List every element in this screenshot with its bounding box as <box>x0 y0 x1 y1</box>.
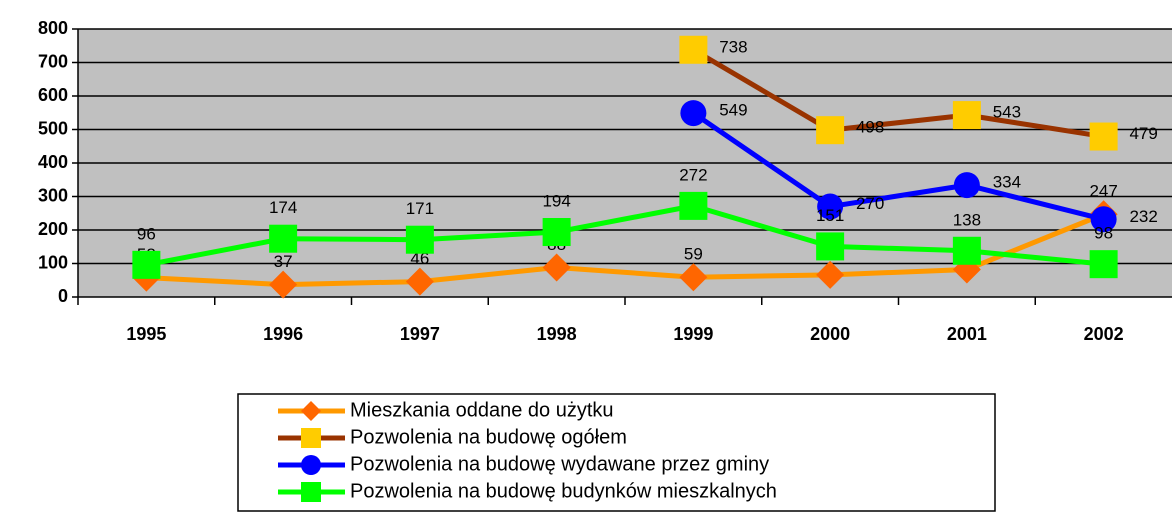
y-tick-label: 300 <box>38 185 68 205</box>
point <box>1090 206 1117 233</box>
value-label: 272 <box>679 165 707 184</box>
point <box>405 225 434 254</box>
legend-label: Mieszkania oddane do użytku <box>350 399 614 421</box>
series-line <box>691 111 1105 222</box>
series-line <box>146 211 1105 288</box>
legend-marker <box>301 455 321 475</box>
y-tick-label: 400 <box>38 152 68 172</box>
point <box>816 260 845 289</box>
point <box>817 193 844 220</box>
value-label: 549 <box>719 101 747 120</box>
value-label: 247 <box>1089 182 1117 201</box>
value-label: 194 <box>542 191 570 210</box>
value-label: 479 <box>1129 124 1157 143</box>
point <box>269 270 298 299</box>
point <box>132 250 161 279</box>
point <box>816 116 845 145</box>
x-tick-label: 1999 <box>673 324 713 344</box>
value-label: 498 <box>856 118 884 137</box>
legend-label: Pozwolenia na budowę wydawane przez gmin… <box>350 453 769 475</box>
point <box>1089 122 1118 151</box>
point <box>1089 250 1118 279</box>
series-line <box>692 47 1105 140</box>
y-tick-label: 200 <box>38 219 68 239</box>
value-label: 174 <box>269 198 297 217</box>
point <box>679 35 708 64</box>
point <box>269 224 298 253</box>
x-tick-label: 1995 <box>126 324 166 344</box>
y-tick-label: 100 <box>38 252 68 272</box>
x-tick-label: 1998 <box>537 324 577 344</box>
point <box>952 236 981 265</box>
point <box>953 172 980 199</box>
point <box>680 100 707 127</box>
value-label: 738 <box>719 37 747 56</box>
value-label: 96 <box>137 224 156 243</box>
value-label: 138 <box>953 210 981 229</box>
value-label: 334 <box>993 173 1021 192</box>
value-label: 232 <box>1129 207 1157 226</box>
legend-marker <box>301 428 321 448</box>
y-tick-label: 800 <box>38 18 68 38</box>
y-tick-label: 600 <box>38 85 68 105</box>
point <box>952 101 981 130</box>
y-tick-label: 0 <box>58 286 68 306</box>
x-tick-label: 2002 <box>1084 324 1124 344</box>
value-label: 37 <box>274 252 293 271</box>
legend-label: Pozwolenia na budowę ogółem <box>350 426 627 448</box>
x-tick-label: 2001 <box>947 324 987 344</box>
point <box>679 263 708 292</box>
value-label: 46 <box>410 249 429 268</box>
legend-marker <box>301 482 321 502</box>
value-label: 270 <box>856 194 884 213</box>
point <box>405 267 434 296</box>
point <box>816 232 845 261</box>
series-line <box>145 203 1104 268</box>
value-label: 98 <box>1094 224 1113 243</box>
value-label: 151 <box>816 206 844 225</box>
x-tick-label: 2000 <box>810 324 850 344</box>
value-label: 59 <box>684 245 703 264</box>
legend-label: Pozwolenia na budowę budynków mieszkalny… <box>350 480 777 502</box>
point <box>542 218 571 247</box>
value-label: 543 <box>993 103 1021 122</box>
legend-marker <box>301 401 321 421</box>
x-tick-label: 1997 <box>400 324 440 344</box>
point <box>542 253 571 282</box>
point <box>679 191 708 220</box>
value-label: 171 <box>406 199 434 218</box>
y-tick-label: 700 <box>38 51 68 71</box>
y-tick-label: 500 <box>38 118 68 138</box>
legend <box>237 393 996 512</box>
x-tick-label: 1996 <box>263 324 303 344</box>
